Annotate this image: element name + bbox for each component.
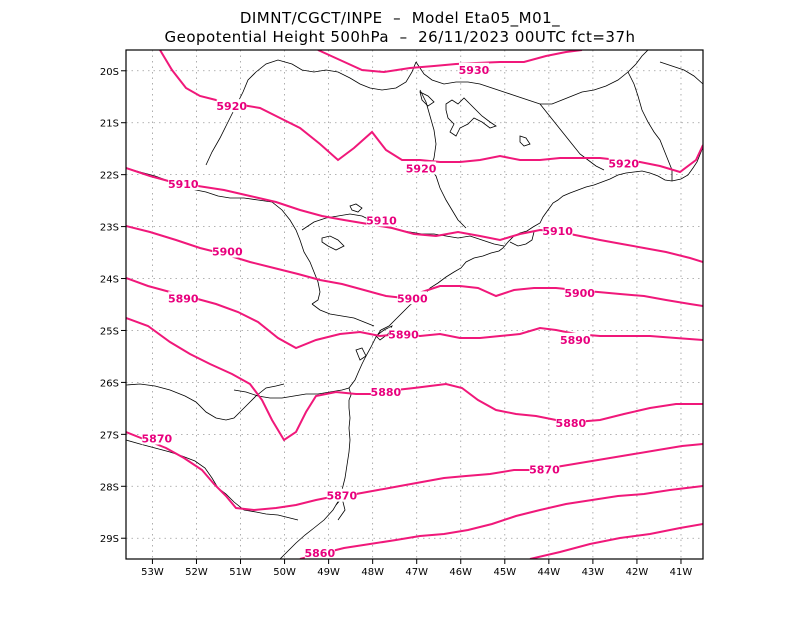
lon-tick-label: 48W <box>361 567 384 578</box>
contour-label-background <box>560 332 591 346</box>
lat-tick-label: 21S <box>100 119 119 130</box>
contour-label-background <box>555 415 586 429</box>
lon-tick-label: 52W <box>185 567 208 578</box>
contour-5930 <box>317 50 583 74</box>
lon-tick-label: 46W <box>449 567 472 578</box>
lon-tick-label: 53W <box>141 567 164 578</box>
lon-tick-label: 43W <box>582 567 605 578</box>
contour-5870 <box>126 431 703 512</box>
lat-tick-label: 28S <box>100 482 119 493</box>
contour-5850 <box>529 523 703 559</box>
contour-label: 5880 <box>556 417 587 430</box>
contour-label: 5880 <box>371 386 402 399</box>
plot-frame <box>125 49 704 560</box>
coastline <box>348 146 703 401</box>
lat-tick-label: 26S <box>100 378 119 389</box>
lat-tick-label: 29S <box>100 534 119 545</box>
contour-label: 5890 <box>560 334 591 347</box>
contour-label: 5910 <box>168 178 199 191</box>
contour-label: 5890 <box>168 292 199 305</box>
lat-tick-label: 25S <box>100 326 119 337</box>
contour-label-background <box>564 286 595 300</box>
contour-labels: 5930 5920 5920 5920 5910 5910 5910 5900 5900 5900… <box>141 62 639 560</box>
lat-tick-label: 24S <box>100 275 119 286</box>
contour-label-background <box>406 161 437 175</box>
graticule-grid <box>126 50 703 559</box>
lat-tick-label: 23S <box>100 223 119 234</box>
contour-label: 5870 <box>529 464 560 477</box>
contour-5900 <box>126 225 703 307</box>
contour-label-background <box>458 62 489 76</box>
lat-tick-label: 22S <box>100 171 119 182</box>
contour-label: 5920 <box>216 100 247 113</box>
map-title-line-2: Geopotential Height 500hPa – 26/11/2023 … <box>164 28 636 46</box>
lon-tick-label: 44W <box>538 567 561 578</box>
contour-label: 5900 <box>212 246 243 259</box>
axis-ticks: 53W 52W 51W 50W 49W 48W 47W 46W 45W 44W 43W 42W 41W 2… <box>100 67 692 578</box>
contour-label-background <box>212 244 243 258</box>
lon-tick-label: 42W <box>626 567 649 578</box>
contour-label-background <box>608 156 639 170</box>
contour-label: 5910 <box>542 225 573 238</box>
lon-tick-label: 50W <box>273 567 296 578</box>
contour-label: 5910 <box>366 214 397 227</box>
contour-label-background <box>529 462 560 476</box>
contour-label-background <box>168 291 199 305</box>
international-border <box>126 383 285 421</box>
lon-tick-label: 41W <box>670 567 693 578</box>
contour-label-background <box>168 177 199 191</box>
contour-label-background <box>366 213 397 227</box>
contour-5910 <box>126 167 703 263</box>
lon-tick-label: 51W <box>229 567 252 578</box>
lat-tick-label: 20S <box>100 67 119 78</box>
map-title-line-1: DIMNT/CGCT/INPE – Model Eta05_M01_ <box>239 9 561 27</box>
contour-label-background <box>388 327 419 341</box>
contour-label-background <box>542 223 573 237</box>
contour-label: 5870 <box>327 490 358 503</box>
contour-label: 5870 <box>142 433 173 446</box>
contour-label-background <box>397 291 428 305</box>
contour-label-background <box>141 431 172 445</box>
contour-label-background <box>326 488 357 502</box>
lon-tick-label: 47W <box>405 567 428 578</box>
lon-tick-label: 45W <box>493 567 516 578</box>
contour-label-background <box>216 99 247 113</box>
contour-5860 <box>299 485 703 559</box>
contour-label: 5890 <box>388 329 419 342</box>
lat-tick-label: 27S <box>100 430 119 441</box>
contour-label: 5920 <box>406 162 437 175</box>
contour-label-background <box>304 545 335 559</box>
contour-label: 5900 <box>397 292 428 305</box>
lon-tick-label: 49W <box>317 567 340 578</box>
coastline-south <box>279 400 351 559</box>
contour-label: 5920 <box>608 157 639 170</box>
contour-label: 5900 <box>564 287 595 300</box>
contour-label: 5930 <box>459 64 490 77</box>
contour-label-background <box>370 384 401 398</box>
contour-label: 5860 <box>304 547 335 560</box>
